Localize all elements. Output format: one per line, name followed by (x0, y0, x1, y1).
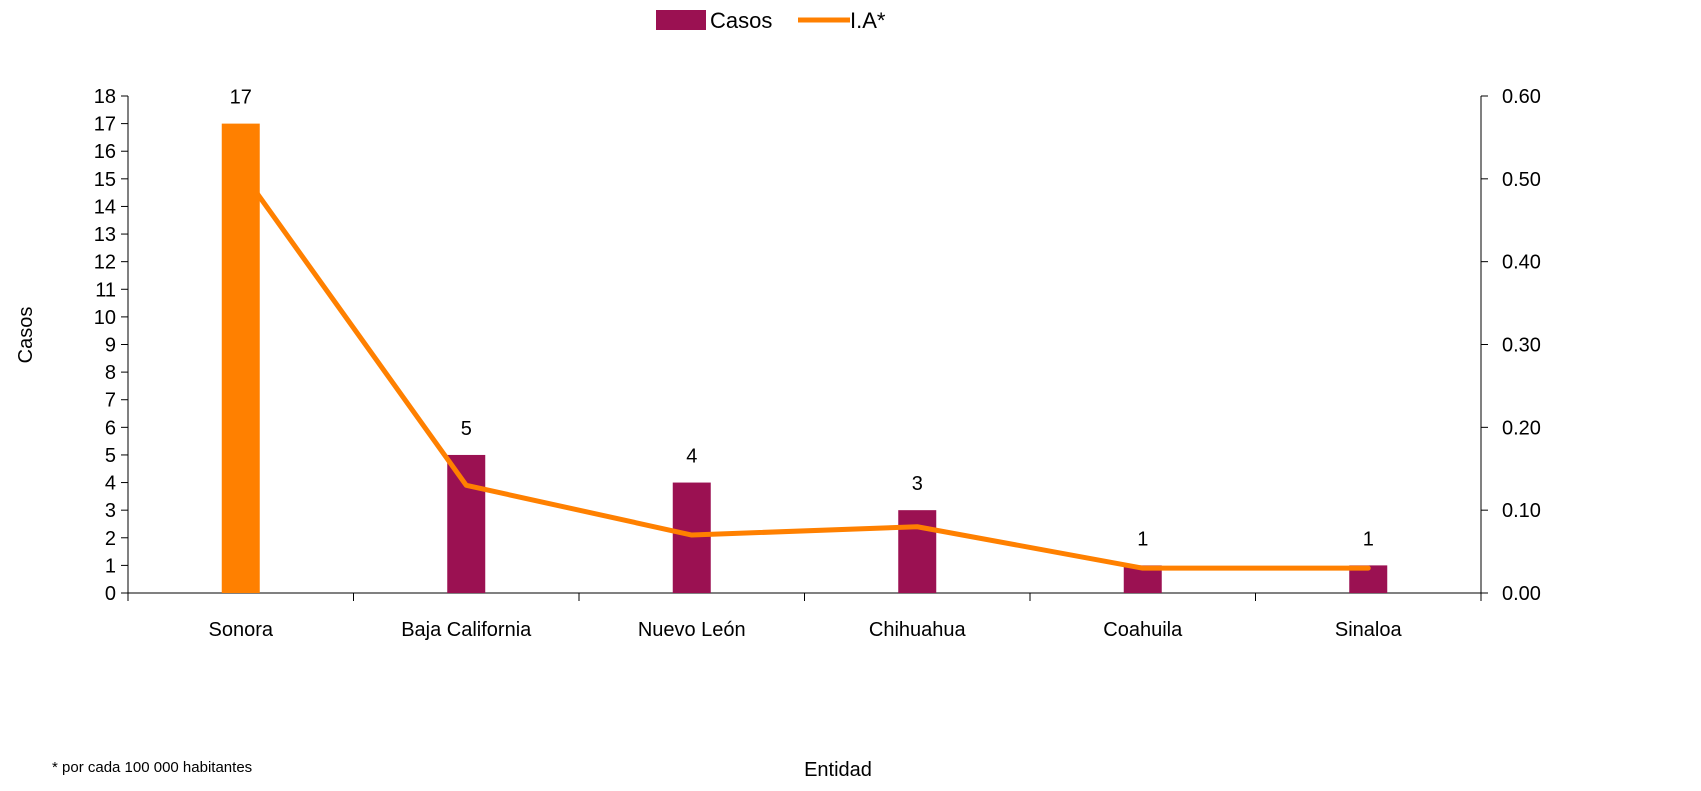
category-label: Coahuila (1103, 619, 1183, 641)
bar-nuevo-le-n (672, 482, 711, 593)
y-tick-label-left: 11 (95, 279, 116, 301)
category-label: Chihuahua (869, 619, 967, 641)
category-label: Sinaloa (1335, 619, 1403, 641)
y-tick-label-right: 0.00 (1502, 583, 1541, 605)
line-series (238, 168, 1371, 571)
y-tick-label-right: 0.40 (1502, 252, 1541, 274)
y-ticks-right: 0.00 0.10 0.20 0.30 0.40 0.50 0.60 (1481, 86, 1541, 605)
category-label: Sonora (209, 619, 274, 641)
y-tick-label-left: 18 (94, 86, 116, 108)
y-tick-label-left: 3 (105, 500, 116, 522)
bars (221, 123, 1388, 593)
y-tick-label-left: 2 (105, 528, 116, 550)
x-axis-title: Entidad (804, 759, 872, 781)
bar-data-label: 1 (1137, 528, 1148, 550)
bar-data-label: 4 (686, 446, 697, 468)
bar-baja-california (447, 454, 486, 593)
category-labels: Sonora Baja California Nuevo León Chihuahua… (209, 619, 1403, 641)
y-axis-title: Casos (15, 307, 37, 364)
y-tick-label-right: 0.50 (1502, 169, 1541, 191)
category-label: Nuevo León (638, 619, 746, 641)
ia-line (238, 168, 1371, 571)
y-tick-label-left: 0 (105, 583, 116, 605)
y-tick-label-left: 14 (94, 196, 116, 218)
x-ticks (127, 593, 1482, 601)
legend-label-casos: Casos (710, 8, 772, 33)
legend-label-ia: I.A* (850, 8, 886, 33)
y-tick-label-left: 9 (105, 335, 116, 357)
y-tick-label-right: 0.10 (1502, 500, 1541, 522)
category-label: Baja California (401, 619, 532, 641)
bar-sonora (221, 123, 260, 593)
y-tick-label-left: 12 (94, 252, 116, 274)
y-tick-label-left: 17 (94, 114, 116, 136)
bar-data-label: 1 (1363, 528, 1374, 550)
y-tick-label-left: 1 (105, 555, 116, 577)
bar-data-label: 17 (230, 87, 252, 109)
legend-swatch-casos (656, 10, 706, 30)
y-tick-label-left: 7 (105, 390, 116, 412)
bar-data-label: 5 (461, 418, 472, 440)
y-tick-label-right: 0.30 (1502, 335, 1541, 357)
y-tick-label-left: 16 (94, 141, 116, 163)
bar-data-label: 3 (912, 473, 923, 495)
y-tick-label-right: 0.60 (1502, 86, 1541, 108)
footnote: * por cada 100 000 habitantes (52, 759, 252, 776)
y-tick-label-right: 0.20 (1502, 417, 1541, 439)
legend: Casos I.A* (656, 8, 886, 33)
y-tick-label-left: 10 (94, 307, 116, 329)
y-tick-label-left: 13 (94, 224, 116, 246)
y-tick-label-left: 15 (94, 169, 116, 191)
y-tick-label-left: 5 (105, 445, 116, 467)
y-tick-label-left: 6 (105, 417, 116, 439)
data-labels: 17 5 4 3 1 1 (230, 87, 1374, 551)
y-tick-label-left: 4 (105, 473, 116, 495)
bar-chihuahua (898, 510, 937, 593)
y-tick-label-left: 8 (105, 362, 116, 384)
